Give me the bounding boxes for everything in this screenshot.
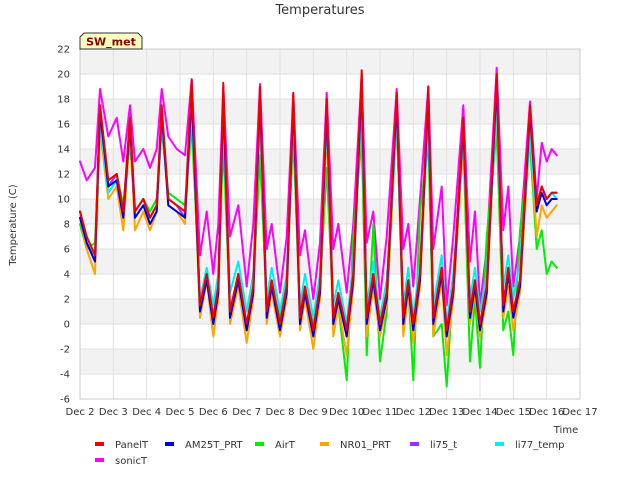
y-tick-label: 22 — [57, 45, 70, 56]
x-tick-label: Dec 4 — [132, 407, 161, 418]
y-axis-label: Temperature (C) — [8, 184, 19, 266]
legend-swatch-li75_t — [410, 442, 419, 446]
y-tick-label: 16 — [57, 120, 70, 131]
x-axis-label: Time — [553, 425, 578, 436]
x-tick-label: Dec 3 — [99, 407, 128, 418]
y-tick-label: 10 — [57, 195, 70, 206]
x-tick-labels: Dec 2 Dec 3 Dec 4 Dec 5 Dec 6 Dec 7 Dec 8 Dec 9… — [66, 407, 598, 418]
x-tick-label: Dec 7 — [232, 407, 261, 418]
y-tick-label: 14 — [57, 145, 70, 156]
legend: PanelT AM25T_PRT AirT NR01_PRT li75_t li77_te… — [95, 440, 564, 467]
station-badge-label: SW_met — [86, 36, 136, 49]
legend-label-AM25T_PRT: AM25T_PRT — [185, 440, 244, 451]
y-tick-label: 2 — [64, 295, 70, 306]
y-tick-label: 8 — [64, 220, 70, 231]
y-tick-label: 6 — [64, 245, 70, 256]
series-lines — [79, 66, 558, 388]
x-tick-label: Dec 10 — [329, 407, 364, 418]
legend-swatch-PanelT — [95, 442, 104, 446]
legend-label-AirT: AirT — [275, 440, 296, 451]
y-tick-label: -2 — [60, 345, 70, 356]
station-badge-shape — [79, 32, 143, 50]
x-tick-label: Dec 8 — [266, 407, 295, 418]
plot-band — [80, 99, 580, 124]
y-tick-labels: -6 -4 -2 0 2 4 6 8 10 12 14 16 18 20 22 — [57, 45, 70, 406]
y-tick-label: -6 — [60, 395, 70, 406]
legend-swatch-sonicT — [95, 458, 104, 462]
x-tick-label: Dec 14 — [462, 407, 497, 418]
legend-swatch-AirT — [255, 442, 264, 446]
legend-label-li75_t: li75_t — [430, 440, 457, 451]
legend-swatch-AM25T_PRT — [165, 442, 174, 446]
legend-label-PanelT: PanelT — [115, 440, 149, 451]
legend-label-sonicT: sonicT — [115, 456, 148, 467]
x-tick-label: Dec 2 — [66, 407, 95, 418]
x-tick-label: Dec 13 — [429, 407, 464, 418]
y-tick-label: 12 — [57, 170, 70, 181]
x-tick-label: Dec 16 — [529, 407, 564, 418]
plot-band — [80, 49, 580, 74]
y-tick-label: 18 — [57, 95, 70, 106]
y-tick-label: -4 — [60, 370, 70, 381]
chart-title: Temperatures — [274, 3, 364, 18]
series-line-PanelT — [79, 69, 558, 332]
y-tick-label: 0 — [64, 320, 70, 331]
legend-swatch-NR01_PRT — [320, 442, 329, 446]
x-tick-label: Dec 12 — [396, 407, 431, 418]
legend-swatch-li77_temp — [495, 442, 504, 446]
legend-label-NR01_PRT: NR01_PRT — [340, 440, 391, 451]
x-tick-label: Dec 11 — [362, 407, 397, 418]
x-tick-label: Dec 15 — [496, 407, 531, 418]
y-tick-label: 20 — [57, 70, 70, 81]
x-tick-label: Dec 5 — [166, 407, 195, 418]
y-tick-label: 4 — [64, 270, 70, 281]
station-badge: SW_met — [79, 32, 143, 50]
legend-label-li77_temp: li77_temp — [515, 440, 564, 451]
x-tick-label: Dec 17 — [562, 407, 597, 418]
plot-band — [80, 299, 580, 324]
x-tick-label: Dec 6 — [199, 407, 228, 418]
x-tick-label: Dec 9 — [299, 407, 328, 418]
plot-band — [80, 349, 580, 374]
